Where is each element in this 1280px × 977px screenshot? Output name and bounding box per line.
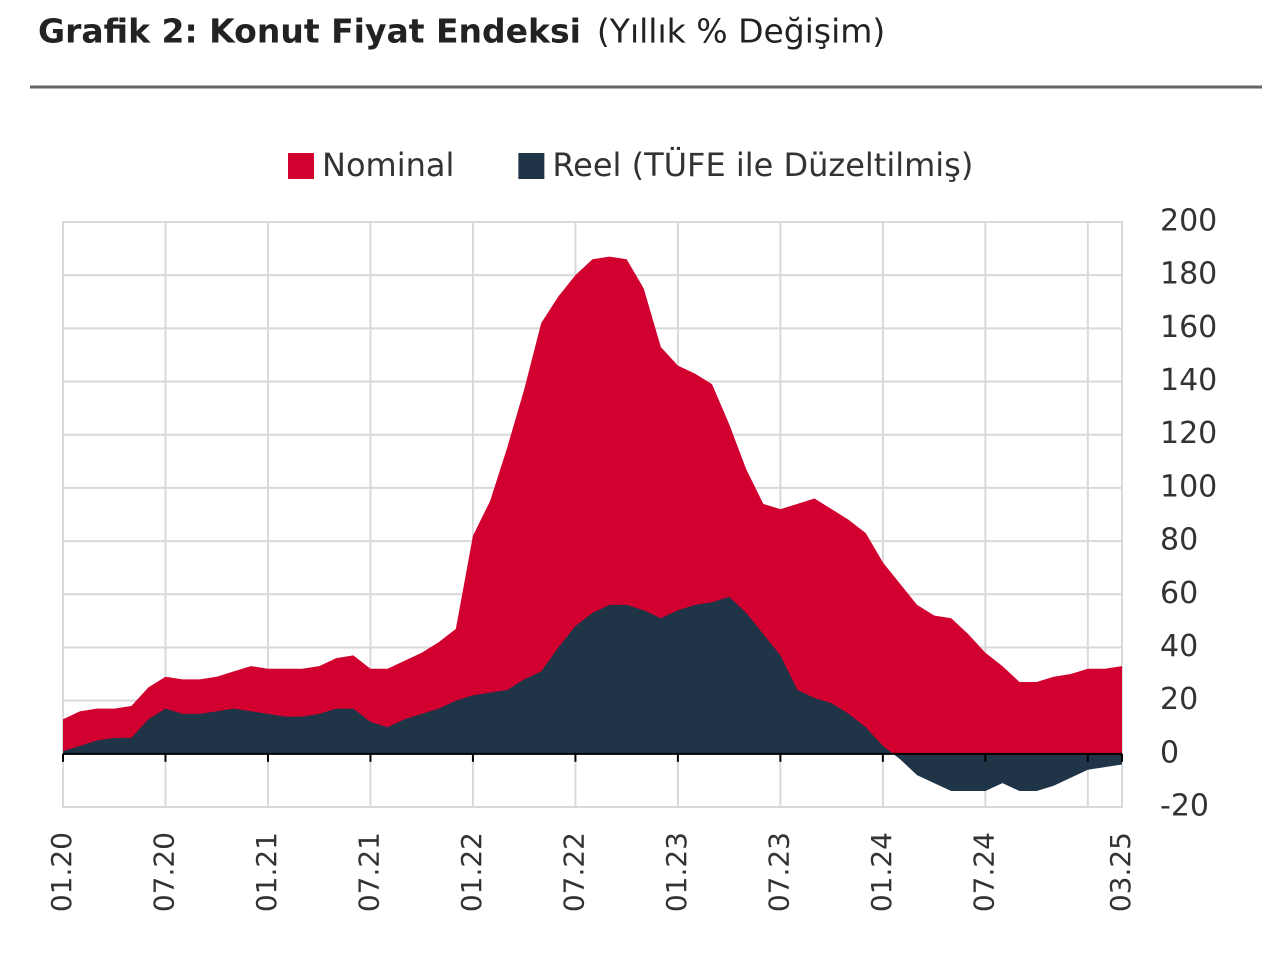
y-tick-label: 120 [1160,416,1217,451]
y-tick-label: 140 [1160,363,1217,398]
legend-label: Nominal [322,146,454,184]
x-tick-label: 01.23 [660,832,693,912]
x-tick-label: 07.22 [557,832,590,912]
x-tick-label: 03.25 [1104,832,1137,912]
x-tick-label: 01.22 [455,832,488,912]
chart-subtitle: (Yıllık % Değişim) [597,12,885,51]
y-tick-label: 60 [1160,576,1198,611]
y-tick-label: 0 [1160,735,1179,770]
y-tick-label: 40 [1160,629,1198,664]
y-tick-label: 160 [1160,310,1217,345]
x-tick-label: 07.23 [762,832,795,912]
area [63,256,1122,754]
y-tick-label: 100 [1160,469,1217,504]
legend-swatch [518,153,545,179]
chart-title: Grafik 2: Konut Fiyat Endeksi [38,12,581,51]
x-tick-label: 01.24 [865,832,898,912]
y-tick-label: 80 [1160,523,1198,558]
x-tick-label: 07.20 [147,832,180,912]
x-tick-label: 07.24 [967,832,1000,912]
x-tick-label: 01.20 [45,832,78,912]
y-tick-label: -20 [1160,789,1209,824]
y-tick-label: 180 [1160,257,1217,292]
legend-label: Reel (TÜFE ile Düzeltilmiş) [552,146,973,184]
x-tick-label: 07.21 [352,832,385,912]
area [63,596,1122,792]
x-tick-label: 01.21 [250,832,283,912]
y-tick-label: 200 [1160,204,1217,239]
y-tick-label: 20 [1160,682,1198,717]
legend-swatch [288,153,314,179]
